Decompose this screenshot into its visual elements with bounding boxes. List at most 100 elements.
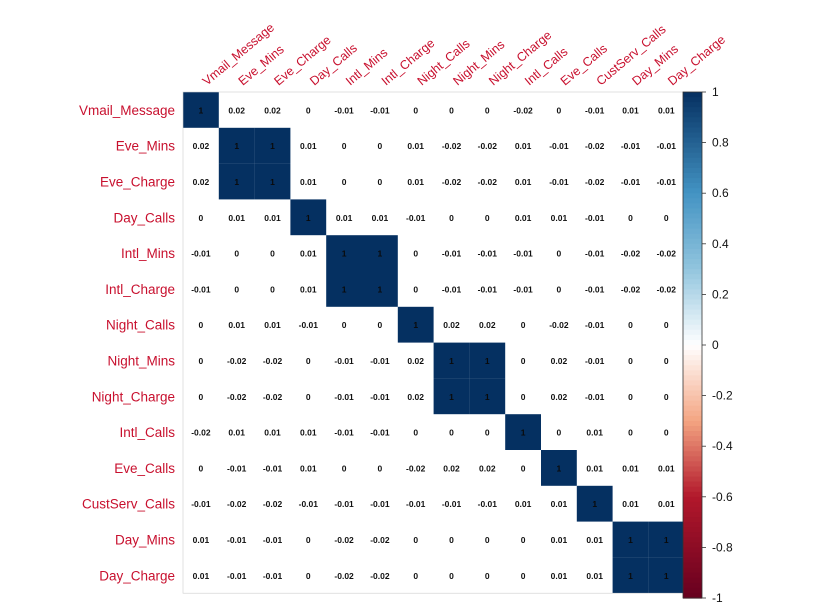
correlation-cell — [326, 235, 362, 271]
correlation-value: 0 — [342, 141, 347, 151]
correlation-value: 0.01 — [300, 249, 317, 259]
correlation-value: 0 — [413, 284, 418, 294]
correlation-value: 0 — [628, 428, 633, 438]
row-label: Intl_Calls — [119, 425, 175, 440]
colorbar-segment — [683, 289, 702, 295]
correlation-value: 1 — [449, 392, 454, 402]
correlation-value: 1 — [592, 499, 597, 509]
correlation-value: 0 — [628, 320, 633, 330]
colorbar-segment — [683, 360, 702, 366]
correlation-value: 0.01 — [372, 213, 389, 223]
correlation-value: 1 — [234, 177, 239, 187]
correlation-value: -0.02 — [585, 141, 605, 151]
colorbar-segment — [683, 274, 702, 280]
correlation-value: -0.02 — [657, 249, 677, 259]
correlation-value: 0 — [234, 284, 239, 294]
colorbar-tick-label: 0.8 — [712, 136, 729, 150]
correlation-value: 0.01 — [622, 499, 639, 509]
correlation-value: 0.01 — [515, 141, 532, 151]
correlation-value: 0 — [342, 320, 347, 330]
correlation-value: 0 — [521, 571, 526, 581]
correlation-value: 0 — [557, 284, 562, 294]
colorbar-segment — [683, 208, 702, 215]
correlation-value: 0 — [413, 428, 418, 438]
colorbar-segment — [683, 157, 702, 164]
colorbar-segment — [683, 193, 702, 199]
correlation-value: 1 — [557, 463, 562, 473]
correlation-value: 0 — [270, 249, 275, 259]
colorbar-segment — [683, 137, 702, 144]
correlation-value: 0 — [449, 428, 454, 438]
correlation-value: 0.01 — [264, 320, 281, 330]
correlation-value: 0.01 — [228, 213, 245, 223]
correlation-value: 0.01 — [515, 213, 532, 223]
correlation-value: 1 — [378, 284, 383, 294]
correlation-cell — [612, 521, 649, 558]
correlation-value: 0.01 — [300, 177, 317, 187]
correlation-value: 0.01 — [193, 571, 210, 581]
correlation-value: -0.01 — [299, 320, 319, 330]
colorbar-segment — [683, 92, 702, 98]
correlation-value: -0.01 — [191, 249, 211, 259]
correlation-value: -0.02 — [442, 141, 462, 151]
correlation-value: 1 — [378, 249, 383, 259]
colorbar-segment — [683, 451, 702, 457]
colorbar-tick-label: 0.2 — [712, 287, 729, 301]
colorbar-segment — [683, 552, 702, 559]
colorbar-segment — [683, 223, 702, 230]
colorbar-segment — [683, 122, 702, 129]
correlation-value: 0.01 — [586, 571, 603, 581]
colorbar-segment — [683, 188, 702, 194]
correlation-cell — [469, 342, 506, 379]
correlation-value: 0.01 — [622, 105, 639, 115]
correlation-value: -0.02 — [370, 571, 390, 581]
colorbar-segment — [683, 264, 702, 270]
correlation-cell — [612, 557, 649, 594]
correlation-value: 1 — [664, 571, 669, 581]
colorbar-tick-label: -0.8 — [712, 540, 733, 554]
correlation-value: -0.01 — [549, 177, 569, 187]
correlation-cell — [254, 163, 291, 200]
correlation-value: 0.01 — [407, 141, 424, 151]
correlation-value: -0.01 — [585, 320, 605, 330]
colorbar-segment — [683, 496, 702, 503]
colorbar-segment — [683, 506, 702, 513]
correlation-value: 0 — [664, 213, 669, 223]
colorbar-segment — [683, 486, 702, 493]
correlation-value: -0.01 — [263, 535, 283, 545]
correlation-value: -0.01 — [227, 571, 247, 581]
correlation-value: 0.01 — [658, 499, 675, 509]
correlation-cell — [218, 127, 255, 164]
correlation-value: 0.02 — [407, 356, 424, 366]
correlation-value: 0 — [485, 213, 490, 223]
correlation-value: 0 — [449, 571, 454, 581]
colorbar-segment — [683, 172, 702, 179]
correlation-value: 0.01 — [658, 105, 675, 115]
correlation-value: -0.01 — [442, 284, 462, 294]
colorbar-segment — [683, 501, 702, 508]
correlation-value: -0.02 — [334, 571, 354, 581]
correlation-cell — [433, 378, 470, 415]
correlation-value: -0.01 — [585, 105, 605, 115]
correlation-value: -0.01 — [478, 284, 498, 294]
correlation-value: 1 — [270, 177, 275, 187]
colorbar-segment — [683, 319, 702, 326]
colorbar-segment — [683, 178, 702, 184]
correlation-value: 0.01 — [658, 463, 675, 473]
correlation-value: 1 — [199, 105, 204, 115]
colorbar-segment — [683, 532, 702, 538]
correlation-value: -0.02 — [478, 177, 498, 187]
colorbar-segment — [683, 592, 702, 599]
correlation-value: -0.01 — [478, 249, 498, 259]
correlation-value: 0 — [270, 284, 275, 294]
correlation-value: 1 — [485, 356, 490, 366]
correlation-value: 0 — [449, 213, 454, 223]
correlation-value: 0 — [449, 535, 454, 545]
correlation-value: 0 — [413, 535, 418, 545]
correlation-value: 0.02 — [551, 356, 568, 366]
correlation-value: 0 — [378, 320, 383, 330]
colorbar-segment — [683, 243, 702, 250]
correlation-value: 0.02 — [443, 463, 460, 473]
correlation-value: -0.01 — [370, 499, 390, 509]
correlation-value: -0.01 — [191, 284, 211, 294]
